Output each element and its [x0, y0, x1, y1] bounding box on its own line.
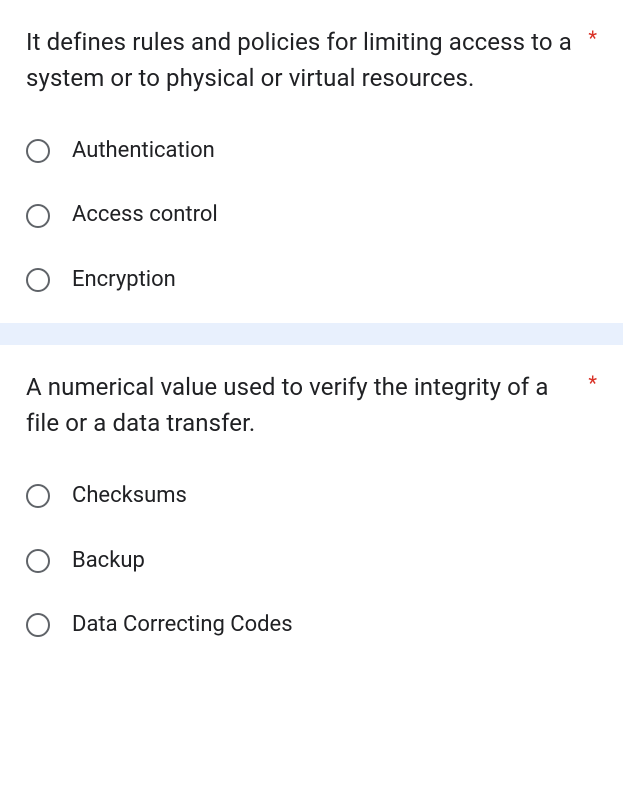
radio-option-authentication[interactable]: Authentication: [26, 138, 597, 164]
radio-icon: [26, 613, 50, 637]
radio-icon: [26, 139, 50, 163]
option-label: Encryption: [72, 267, 176, 293]
option-label: Data Correcting Codes: [72, 612, 293, 638]
radio-icon: [26, 484, 50, 508]
options-group: Checksums Backup Data Correcting Codes: [26, 483, 597, 638]
option-label: Backup: [72, 548, 145, 574]
question-text: It defines rules and policies for limiti…: [26, 24, 576, 96]
radio-option-backup[interactable]: Backup: [26, 548, 597, 574]
question-row: It defines rules and policies for limiti…: [26, 24, 597, 96]
radio-icon: [26, 549, 50, 573]
radio-icon: [26, 204, 50, 228]
question-card: A numerical value used to verify the int…: [0, 345, 623, 668]
option-label: Access control: [72, 202, 218, 228]
card-gap: [0, 323, 623, 345]
required-asterisk-icon: *: [588, 28, 597, 48]
option-label: Checksums: [72, 483, 187, 509]
radio-option-access-control[interactable]: Access control: [26, 202, 597, 228]
radio-icon: [26, 268, 50, 292]
required-asterisk-icon: *: [588, 373, 597, 393]
option-label: Authentication: [72, 138, 215, 164]
radio-option-checksums[interactable]: Checksums: [26, 483, 597, 509]
radio-option-encryption[interactable]: Encryption: [26, 267, 597, 293]
radio-option-data-correcting-codes[interactable]: Data Correcting Codes: [26, 612, 597, 638]
options-group: Authentication Access control Encryption: [26, 138, 597, 293]
question-row: A numerical value used to verify the int…: [26, 369, 597, 441]
question-text: A numerical value used to verify the int…: [26, 369, 576, 441]
question-card: It defines rules and policies for limiti…: [0, 0, 623, 323]
